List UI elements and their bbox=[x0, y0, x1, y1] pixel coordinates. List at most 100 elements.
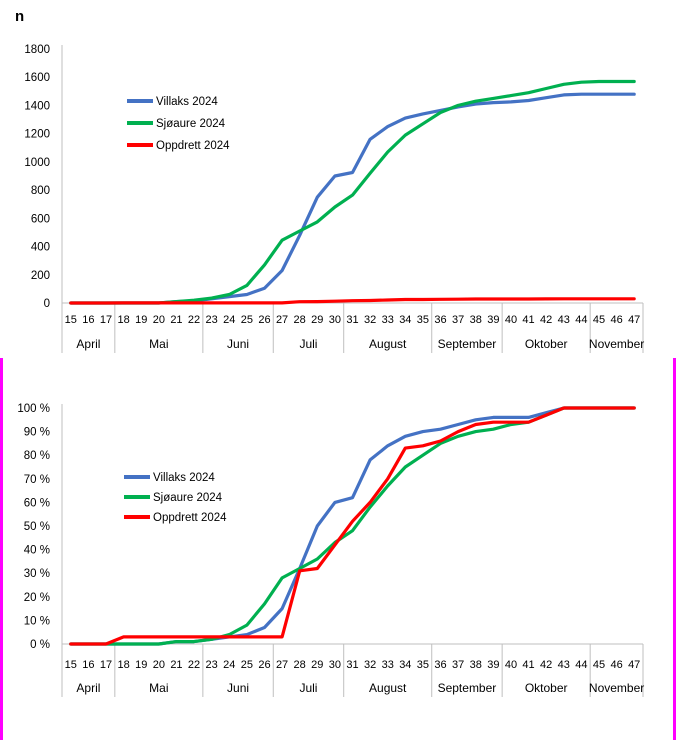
month-label: September bbox=[438, 337, 497, 351]
legend-label: Oppdrett 2024 bbox=[153, 512, 227, 524]
month-label: November bbox=[589, 681, 644, 695]
legend-label: Sjøaure 2024 bbox=[153, 492, 223, 504]
y-tick-label: 1400 bbox=[24, 100, 50, 112]
week-label: 38 bbox=[470, 314, 482, 326]
week-label: 40 bbox=[505, 659, 517, 671]
week-label: 31 bbox=[346, 659, 358, 671]
week-label: 39 bbox=[487, 659, 499, 671]
week-label: 42 bbox=[540, 659, 552, 671]
week-label: 43 bbox=[558, 659, 570, 671]
month-label: April bbox=[76, 337, 100, 351]
month-label: Mai bbox=[149, 681, 168, 695]
week-label: 17 bbox=[100, 659, 112, 671]
week-label: 21 bbox=[170, 314, 182, 326]
y-tick-label: 90 % bbox=[24, 427, 50, 439]
week-label: 19 bbox=[135, 659, 147, 671]
y-tick-label: 0 % bbox=[30, 639, 50, 651]
y-tick-label: 50 % bbox=[24, 521, 50, 533]
week-label: 46 bbox=[610, 314, 622, 326]
selection-border-left bbox=[0, 358, 3, 740]
week-label: 24 bbox=[223, 659, 235, 671]
week-label: 28 bbox=[294, 314, 306, 326]
y-tick-label: 20 % bbox=[24, 592, 50, 604]
week-label: 45 bbox=[593, 314, 605, 326]
cumulative-percent-plot: 0 % 10 % 20 % 30 % 40 % 50 % 60 % 70 % 80 % 90 % 1… bbox=[17, 403, 644, 697]
week-label: 17 bbox=[100, 314, 112, 326]
week-label: 19 bbox=[135, 314, 147, 326]
month-label: November bbox=[589, 337, 644, 351]
y-tick-label: 70 % bbox=[24, 474, 50, 486]
week-label: 47 bbox=[628, 659, 640, 671]
week-label: 21 bbox=[170, 659, 182, 671]
week-label: 43 bbox=[558, 314, 570, 326]
week-label: 23 bbox=[206, 659, 218, 671]
legend-label: Villaks 2024 bbox=[156, 96, 218, 108]
series-line-sj-aure-2024 bbox=[69, 406, 636, 646]
week-label: 16 bbox=[82, 659, 94, 671]
cumulative-count-plot: 0 200 400 600 800 1000 1200 1400 1600 1800 15 16 17 1… bbox=[24, 44, 644, 353]
week-label: 22 bbox=[188, 659, 200, 671]
week-label: 16 bbox=[82, 314, 94, 326]
series-line-oppdrett-2024 bbox=[69, 406, 636, 646]
week-label: 28 bbox=[294, 659, 306, 671]
y-tick-label: 60 % bbox=[24, 497, 50, 509]
selection-border-right bbox=[673, 358, 676, 740]
week-label: 34 bbox=[399, 659, 411, 671]
y-tick-label: 100 % bbox=[17, 403, 50, 415]
week-label: 37 bbox=[452, 314, 464, 326]
week-label: 36 bbox=[434, 659, 446, 671]
y-tick-label: 30 % bbox=[24, 568, 50, 580]
week-label: 15 bbox=[65, 314, 77, 326]
y-tick-label: 1000 bbox=[24, 157, 50, 169]
week-label: 32 bbox=[364, 659, 376, 671]
week-label: 22 bbox=[188, 314, 200, 326]
week-label: 35 bbox=[417, 314, 429, 326]
week-label: 18 bbox=[117, 314, 129, 326]
y-tick-label: 600 bbox=[31, 213, 50, 225]
month-label: Oktober bbox=[525, 681, 568, 695]
week-label: 30 bbox=[329, 314, 341, 326]
week-label: 44 bbox=[575, 314, 587, 326]
month-label: Juli bbox=[299, 681, 317, 695]
legend-label: Oppdrett 2024 bbox=[156, 140, 230, 152]
week-label: 25 bbox=[241, 314, 253, 326]
week-label: 20 bbox=[153, 314, 165, 326]
week-label: 25 bbox=[241, 659, 253, 671]
month-label: April bbox=[76, 681, 100, 695]
cumulative-percent-chart: 0 % 10 % 20 % 30 % 40 % 50 % 60 % 70 % 80 % 90 % 1… bbox=[0, 358, 676, 740]
month-label: Juli bbox=[299, 337, 317, 351]
y-tick-label: 1800 bbox=[24, 44, 50, 56]
week-label: 29 bbox=[311, 659, 323, 671]
week-label: 20 bbox=[153, 659, 165, 671]
cumulative-count-chart: 0 200 400 600 800 1000 1200 1400 1600 1800 15 16 17 1… bbox=[0, 0, 676, 358]
y-tick-label: 1600 bbox=[24, 72, 50, 84]
y-tick-label: 200 bbox=[31, 270, 50, 282]
week-label: 41 bbox=[522, 659, 534, 671]
month-label: August bbox=[369, 681, 407, 695]
legend-label: Sjøaure 2024 bbox=[156, 118, 226, 130]
legend-label: Villaks 2024 bbox=[153, 472, 215, 484]
month-label: Juni bbox=[227, 337, 249, 351]
y-tick-label: 80 % bbox=[24, 450, 50, 462]
week-label: 39 bbox=[487, 314, 499, 326]
month-label: September bbox=[438, 681, 497, 695]
y-tick-label: 40 % bbox=[24, 545, 50, 557]
week-label: 30 bbox=[329, 659, 341, 671]
week-label: 26 bbox=[258, 314, 270, 326]
month-label: August bbox=[369, 337, 407, 351]
week-label: 27 bbox=[276, 659, 288, 671]
series-line-sj-aure-2024 bbox=[69, 79, 636, 305]
y-tick-label: 800 bbox=[31, 185, 50, 197]
week-label: 24 bbox=[223, 314, 235, 326]
week-label: 29 bbox=[311, 314, 323, 326]
week-label: 45 bbox=[593, 659, 605, 671]
y-tick-label: 400 bbox=[31, 242, 50, 254]
week-label: 46 bbox=[610, 659, 622, 671]
week-label: 41 bbox=[522, 314, 534, 326]
week-label: 18 bbox=[117, 659, 129, 671]
week-label: 38 bbox=[470, 659, 482, 671]
week-label: 36 bbox=[434, 314, 446, 326]
week-label: 32 bbox=[364, 314, 376, 326]
week-label: 44 bbox=[575, 659, 587, 671]
